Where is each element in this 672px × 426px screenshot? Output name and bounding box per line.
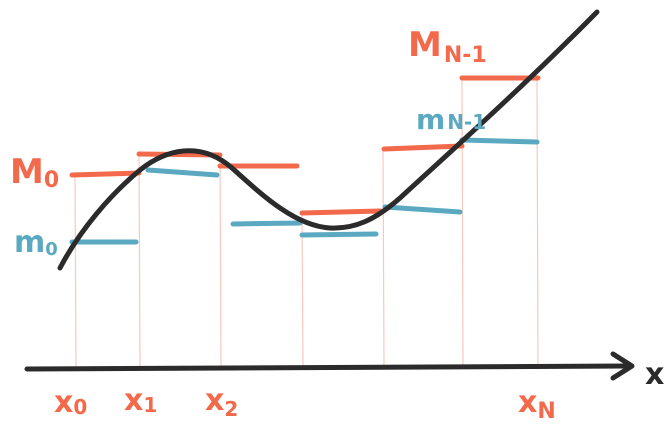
x-axis-line xyxy=(24,363,631,372)
label-x0-letter: x xyxy=(54,385,73,420)
label-MN1: MN-1 xyxy=(408,25,487,68)
label-x2: x2 xyxy=(205,383,238,421)
lower-bounds xyxy=(69,137,540,245)
upper-bound-3 xyxy=(299,208,383,216)
label-mN1-subscript: N-1 xyxy=(447,110,486,134)
label-M0-letter: M xyxy=(10,152,44,192)
label-M0: M0 xyxy=(10,152,59,193)
label-x2-letter: x xyxy=(205,383,224,418)
partition-line-x4 xyxy=(382,147,385,369)
upper-bound-4 xyxy=(381,143,465,152)
upper-bound-0 xyxy=(69,170,142,178)
partition-line-x1 xyxy=(138,153,141,369)
x-axis-label: x xyxy=(645,357,664,392)
label-M0-subscript: 0 xyxy=(44,168,59,193)
label-x2-subscript: 2 xyxy=(224,397,238,421)
label-xN-letter: x xyxy=(518,385,537,420)
label-MN1-subscript: N-1 xyxy=(444,43,487,68)
lower-bound-4 xyxy=(382,204,463,215)
lower-bound-1 xyxy=(145,167,220,178)
upper-bounds xyxy=(69,75,541,216)
label-xN: xN xyxy=(518,385,556,424)
partition-line-x3 xyxy=(301,212,304,369)
label-mN1: m N-1 xyxy=(416,103,486,136)
lower-bound-3 xyxy=(299,231,379,238)
label-xN-subscript: N xyxy=(537,399,555,424)
partition-line-x5 xyxy=(461,77,464,369)
label-m0-letter: m xyxy=(14,225,45,260)
label-m0: m0 xyxy=(14,225,58,260)
lower-bound-2 xyxy=(230,220,303,227)
x-axis-arrowhead xyxy=(610,351,635,381)
partition-lines xyxy=(74,77,539,369)
function-curve xyxy=(57,9,600,271)
lower-bound-5 xyxy=(459,137,540,145)
label-m0-subscript: 0 xyxy=(45,239,58,260)
label-MN1-letter: M xyxy=(408,25,442,65)
label-x0: x0 xyxy=(54,385,87,420)
x-axis xyxy=(24,351,635,381)
label-x1-subscript: 1 xyxy=(143,393,157,417)
label-x1: x1 xyxy=(124,383,157,418)
label-x1-letter: x xyxy=(124,383,143,418)
label-x0-subscript: 0 xyxy=(73,395,87,419)
label-mN1-letter: m xyxy=(416,103,445,136)
partition-line-x0 xyxy=(74,174,77,369)
partition-line-xN xyxy=(536,77,539,369)
partition-line-x2 xyxy=(219,154,222,369)
